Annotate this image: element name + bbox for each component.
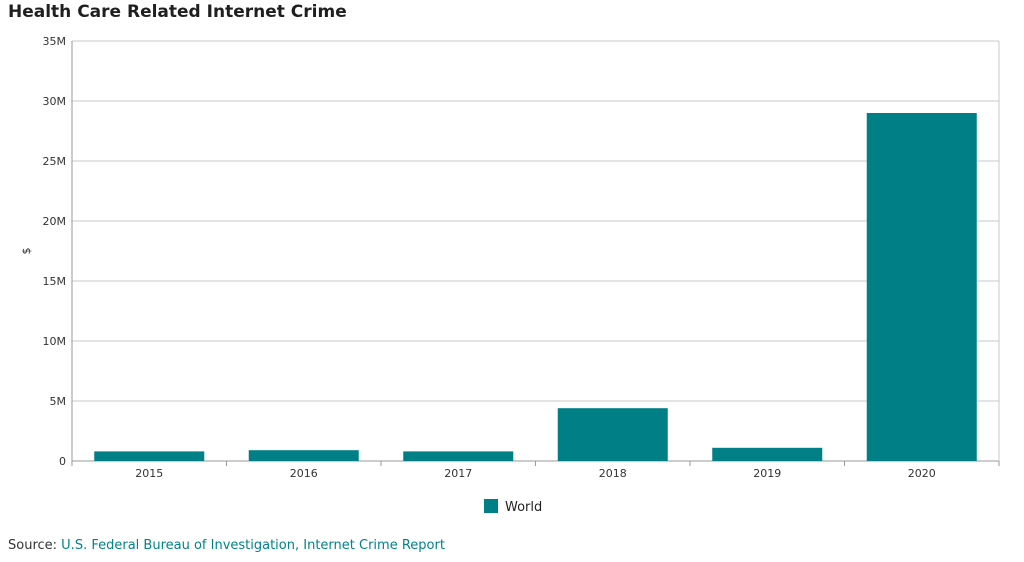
x-tick-label: 2018	[599, 467, 627, 480]
source-prefix: Source:	[8, 538, 62, 553]
x-tick-label: 2015	[135, 467, 163, 480]
bar-2019	[712, 447, 823, 461]
y-tick-label: 10M	[43, 335, 67, 348]
y-tick-label: 30M	[43, 95, 67, 108]
y-tick-label: 20M	[43, 215, 67, 228]
bar-2016	[248, 450, 359, 461]
x-tick-label: 2019	[753, 467, 781, 480]
source-link[interactable]: U.S. Federal Bureau of Investigation, In…	[61, 538, 445, 553]
source-note: Source: U.S. Federal Bureau of Investiga…	[8, 538, 445, 553]
y-tick-label: 25M	[43, 155, 67, 168]
bar-2017	[403, 451, 514, 461]
y-axis-label: $	[20, 248, 33, 255]
chart-title: Health Care Related Internet Crime	[8, 2, 347, 22]
bar-chart: 0 5M 10M 15M 20M 25M 30M 35M $2015 2016 2017 2018 20…	[20, 35, 1000, 515]
y-tick-label: 0	[59, 455, 66, 468]
x-tick-label: 2016	[290, 467, 318, 480]
bar-2015	[94, 451, 205, 461]
y-tick-label: 15M	[43, 275, 67, 288]
legend-label-world: World	[505, 500, 542, 515]
bar-2020	[866, 113, 977, 461]
legend-swatch-world	[484, 499, 498, 513]
y-tick-label: 5M	[50, 395, 67, 408]
x-tick-label: 2017	[444, 467, 472, 480]
y-tick-label: 35M	[43, 35, 67, 48]
x-tick-label: 2020	[908, 467, 936, 480]
bar-2018	[557, 408, 668, 461]
